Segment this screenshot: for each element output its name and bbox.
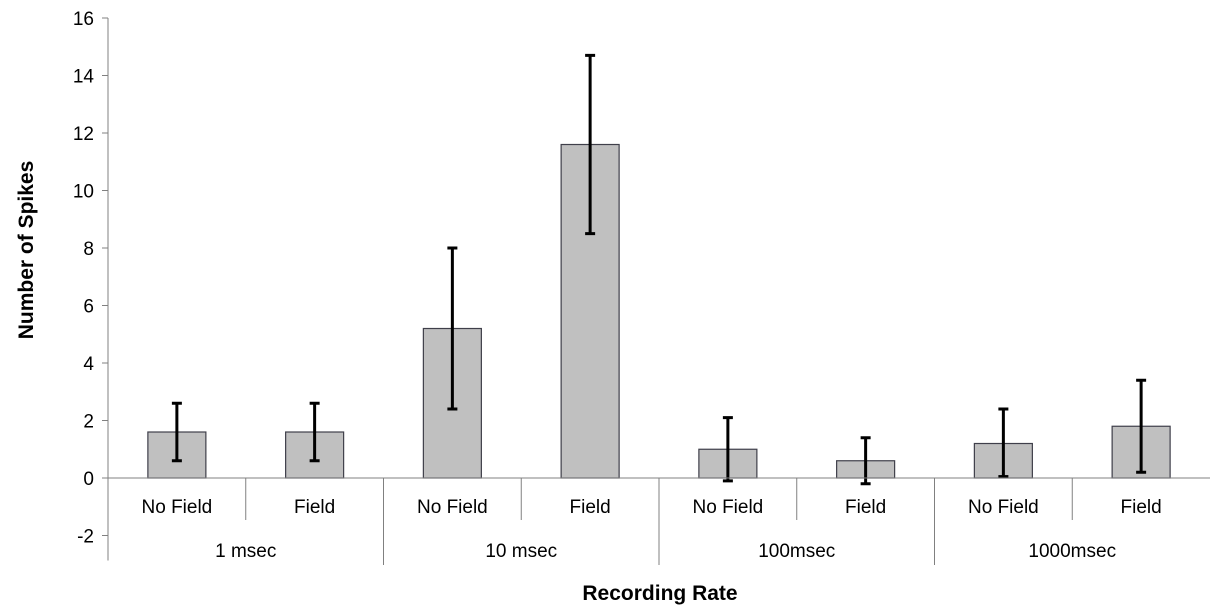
- category-label: Field: [1121, 497, 1162, 518]
- y-axis-title: Number of Spikes: [15, 161, 38, 340]
- group-label: 1000msec: [1028, 541, 1116, 562]
- bars: [147, 143, 1171, 479]
- y-tick-label: 16: [73, 9, 94, 30]
- x-axis-title: Recording Rate: [582, 582, 737, 605]
- category-label: No Field: [968, 497, 1039, 518]
- category-label: Field: [570, 497, 611, 518]
- category-label: No Field: [142, 497, 213, 518]
- category-label: No Field: [417, 497, 488, 518]
- y-tick-label: 2: [83, 412, 94, 433]
- group-label: 10 msec: [485, 541, 557, 562]
- y-tick-label: -2: [77, 527, 94, 548]
- y-tick-label: 12: [73, 124, 94, 145]
- category-label: Field: [294, 497, 335, 518]
- y-tick-label: 14: [73, 67, 95, 88]
- y-tick-label: 6: [83, 297, 94, 318]
- category-label: No Field: [693, 497, 764, 518]
- error-bars: [171, 53, 1147, 486]
- y-axis: -2 0 2 4 6 8 10 12 14 16: [73, 9, 109, 561]
- group-label: 100msec: [758, 541, 835, 562]
- y-tick-label: 8: [83, 239, 94, 260]
- x-axis: 1 msec No Field Field 10 msec No Field Field 1…: [108, 477, 1210, 565]
- group-label: 1 msec: [215, 541, 276, 562]
- y-tick-label: 4: [83, 354, 94, 375]
- category-label: Field: [845, 497, 886, 518]
- y-tick-label: 10: [73, 182, 94, 203]
- y-tick-label: 0: [83, 469, 94, 490]
